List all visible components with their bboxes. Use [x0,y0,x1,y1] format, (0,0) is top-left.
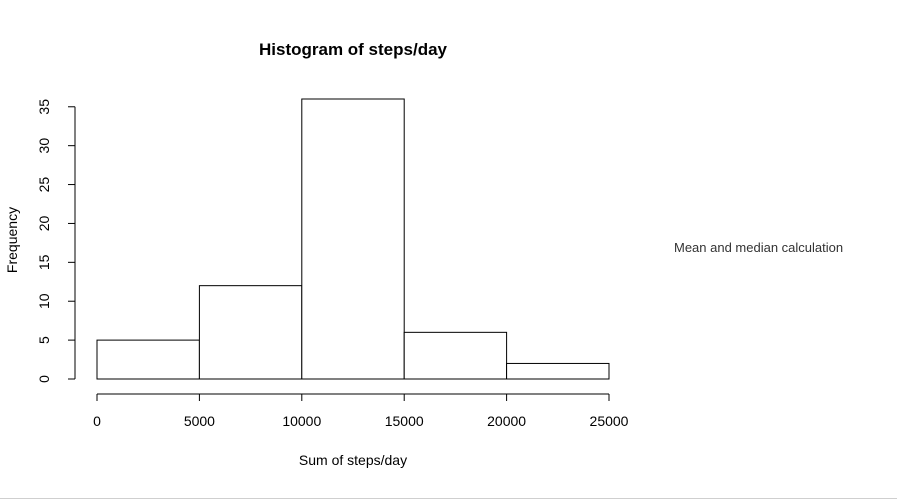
x-tick-label: 15000 [385,413,424,429]
bottom-divider [0,498,897,499]
y-axis-label: Frequency [4,207,20,273]
y-tick-label: 10 [36,293,52,309]
histogram-bar-5 [506,362,610,380]
y-tick-label: 25 [36,177,52,193]
bars-layer [96,98,610,380]
side-note-text: Mean and median calculation [674,240,844,255]
histogram-bar-2 [198,285,303,380]
histogram-chart: Histogram of steps/day 0 5000 10000 15000 20… [4,40,629,468]
y-tick-label: 20 [36,215,52,231]
y-tick-label: 0 [36,375,52,383]
x-tick-label: 20000 [487,413,526,429]
x-tick-label: 5000 [184,413,215,429]
y-tick-label: 30 [36,138,52,154]
x-tick-label: 10000 [282,413,321,429]
x-tick-label: 25000 [590,413,629,429]
x-axis: 0 5000 10000 15000 20000 25000 [93,393,629,429]
histogram-bar-1 [96,339,200,380]
histogram-bar-4 [403,331,508,380]
x-axis-label: Sum of steps/day [299,452,407,468]
chart-title: Histogram of steps/day [259,40,448,59]
histogram-bar-3 [301,98,405,380]
y-axis: 0 5 10 15 20 25 30 35 [36,99,76,383]
y-tick-label: 15 [36,254,52,270]
x-tick-label: 0 [93,413,101,429]
y-tick-label: 35 [36,99,52,115]
y-tick-label: 5 [36,336,52,344]
